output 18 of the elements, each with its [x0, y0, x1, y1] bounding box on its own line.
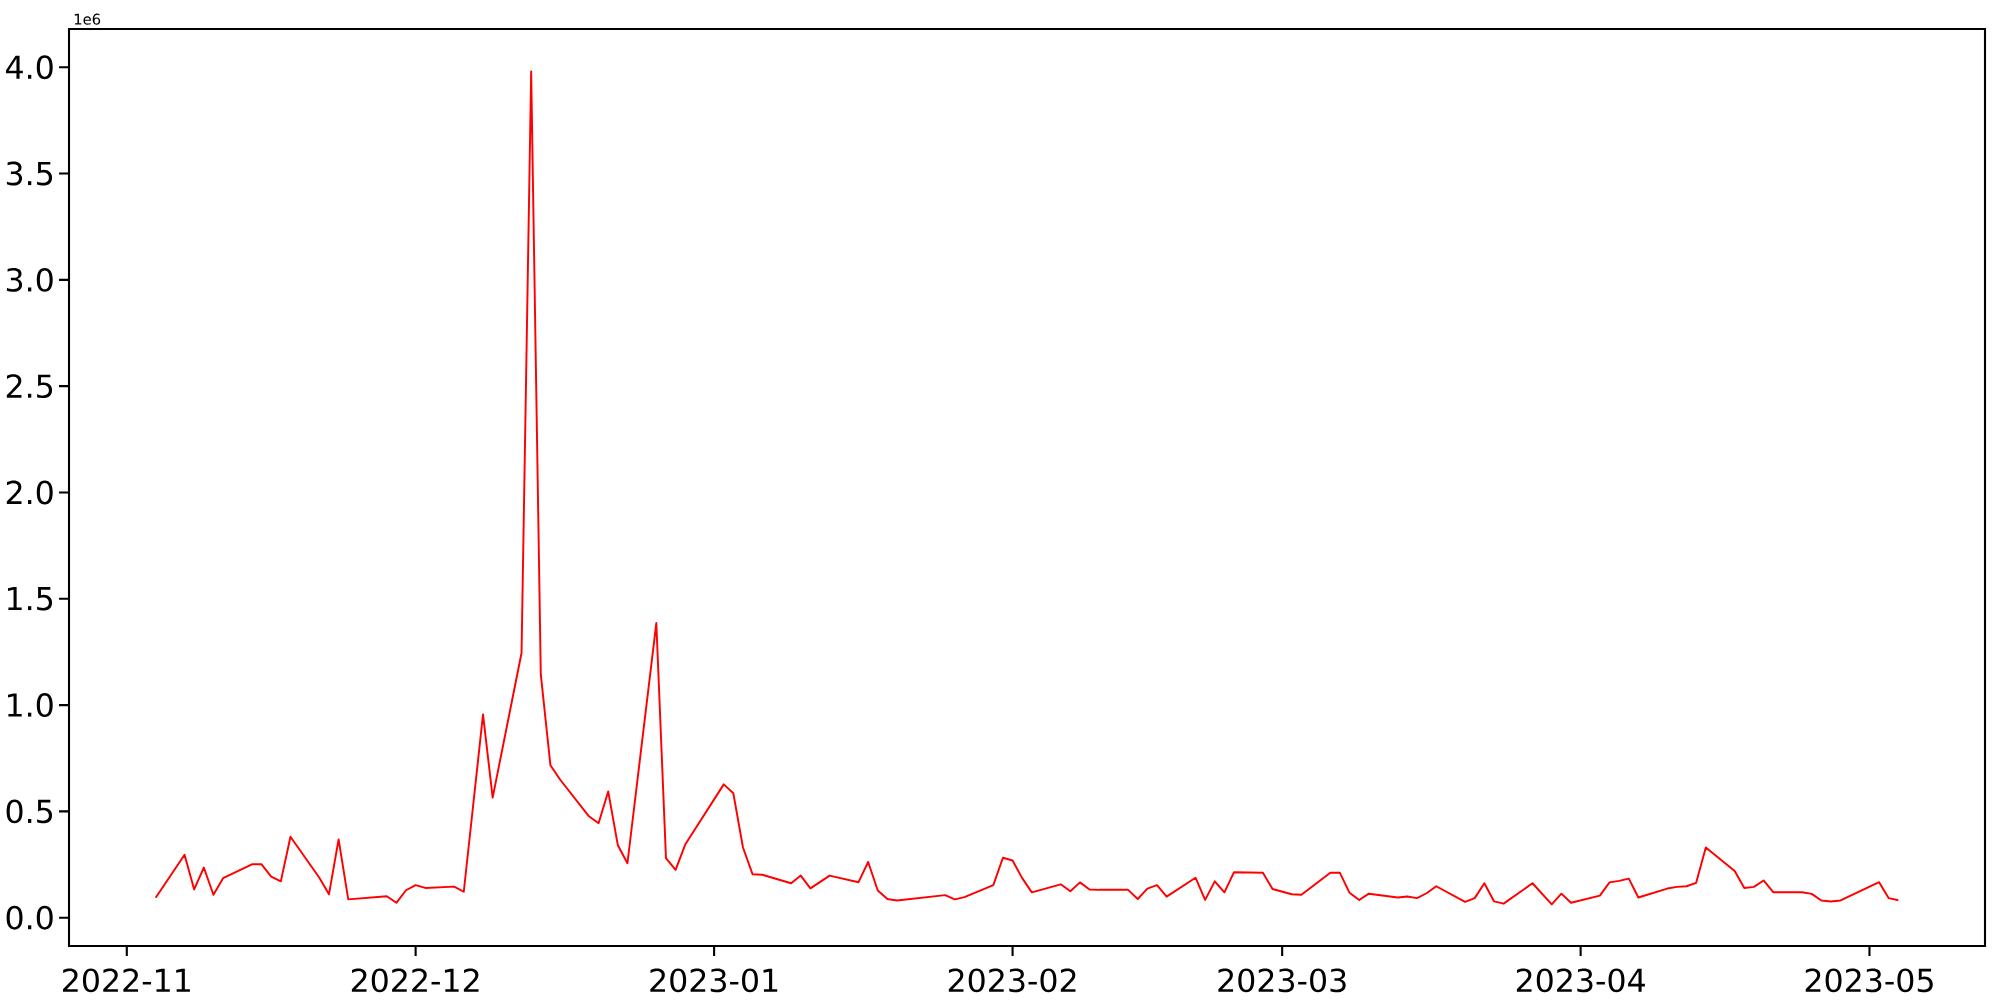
x-tick-label: 2023-01 — [650, 968, 778, 993]
x-tick-label: 2022-12 — [351, 968, 479, 993]
x-tick-label: 2022-11 — [63, 968, 190, 993]
y-tick-label: 3.0 — [6, 267, 53, 292]
y-tick-label: 0.5 — [6, 799, 53, 824]
text: 1e6 — [74, 13, 101, 25]
y-tick-label: 4.0 — [6, 55, 53, 80]
y-tick-label: 2.5 — [6, 374, 53, 399]
x-tick-label: 2023-02 — [948, 968, 1076, 993]
y-tick-label: 1.0 — [7, 693, 53, 718]
y-tick-label: 1.5 — [7, 587, 53, 611]
y-tick-label: 2.0 — [6, 480, 53, 505]
x-tick-label: 2023-03 — [1218, 968, 1346, 993]
x-tick-label: 2023-04 — [1516, 968, 1645, 993]
y-tick-label: 3.5 — [6, 161, 53, 186]
line-series — [154, 70, 1900, 906]
y-tick-label: 0.0 — [6, 905, 53, 930]
x-tick-label: 2023-05 — [1805, 968, 1933, 993]
